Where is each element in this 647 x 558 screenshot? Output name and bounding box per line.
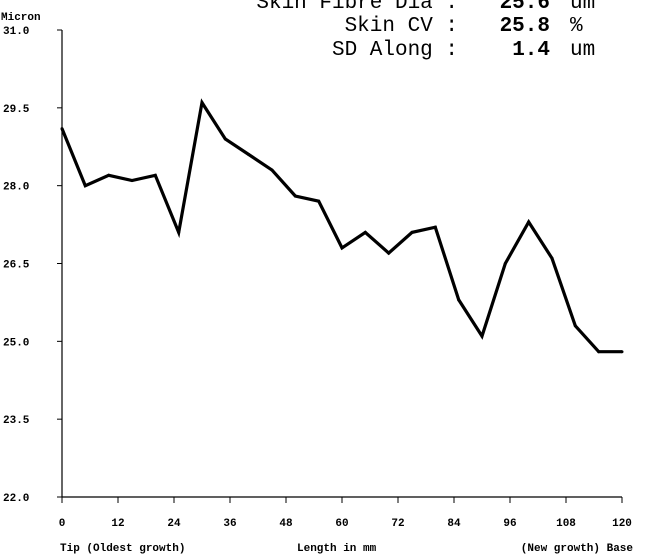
data-point [480, 334, 484, 338]
data-point [293, 194, 297, 198]
x-tick-label: 48 [279, 518, 293, 530]
data-point [270, 168, 274, 172]
x-left-label: Tip (Oldest growth) [60, 543, 185, 555]
stat-value-sd-along: 1.4 [512, 39, 550, 62]
stat-value-cv: 25.8 [500, 15, 550, 38]
series-line [60, 98, 622, 354]
data-points [60, 101, 624, 354]
data-point [340, 246, 344, 250]
x-axis-label: Length in mm [297, 543, 377, 555]
stat-label-cv: Skin CV : [345, 15, 458, 38]
stat-label-fibre-dia: Skin Fibre Dia : [256, 0, 458, 15]
y-tick-label: 31.0 [3, 26, 29, 38]
x-tick-label: 12 [111, 518, 124, 530]
x-tick-label: 108 [556, 518, 576, 530]
y-tick-label: 29.5 [3, 104, 30, 116]
data-point [457, 298, 461, 302]
x-tick-label: 84 [447, 518, 461, 530]
data-point [153, 173, 157, 177]
data-point [620, 350, 624, 354]
data-point [503, 262, 507, 265]
data-point [527, 220, 531, 224]
x-tick-label: 24 [167, 518, 181, 530]
stat-unit-fibre-dia: um [570, 0, 595, 15]
data-point [177, 230, 181, 234]
x-ticks: 0 12 24 36 48 60 72 84 96 108 120 [59, 497, 632, 530]
data-point [387, 251, 391, 255]
data-point [317, 199, 321, 203]
data-point [223, 137, 227, 141]
stat-label-sd-along: SD Along : [332, 39, 458, 62]
data-point [60, 127, 64, 131]
stat-unit-cv: % [570, 15, 583, 38]
stat-unit-sd-along: um [570, 39, 595, 62]
data-point [83, 184, 87, 188]
stats-header: Skin Fibre Dia : 25.6 um Skin CV : 25.8 … [256, 0, 595, 62]
y-tick-label: 23.5 [3, 415, 30, 427]
data-point [573, 324, 577, 328]
data-point [410, 230, 414, 234]
data-point [247, 153, 251, 157]
y-tick-label: 26.5 [3, 260, 30, 272]
y-tick-label: 22.0 [3, 493, 29, 505]
y-tick-label: 28.0 [3, 182, 29, 194]
x-tick-label: 96 [503, 518, 516, 530]
y-ticks: 22.0 23.5 25.0 26.5 28.0 29.5 31.0 [3, 26, 62, 505]
data-point [550, 256, 554, 260]
data-point [107, 173, 111, 177]
data-point [433, 225, 437, 229]
x-tick-label: 0 [59, 518, 66, 530]
x-tick-label: 120 [612, 518, 632, 530]
data-point [200, 101, 204, 105]
data-point [130, 178, 134, 182]
y-axis-label: Micron [1, 12, 41, 24]
x-tick-label: 60 [335, 518, 348, 530]
x-tick-label: 72 [391, 518, 404, 530]
x-tick-label: 36 [223, 518, 236, 530]
stat-value-fibre-dia: 25.6 [500, 0, 550, 15]
data-point [597, 350, 601, 354]
data-point [363, 230, 367, 234]
y-tick-label: 25.0 [3, 337, 29, 349]
x-right-label: (New growth) Base [521, 543, 634, 555]
